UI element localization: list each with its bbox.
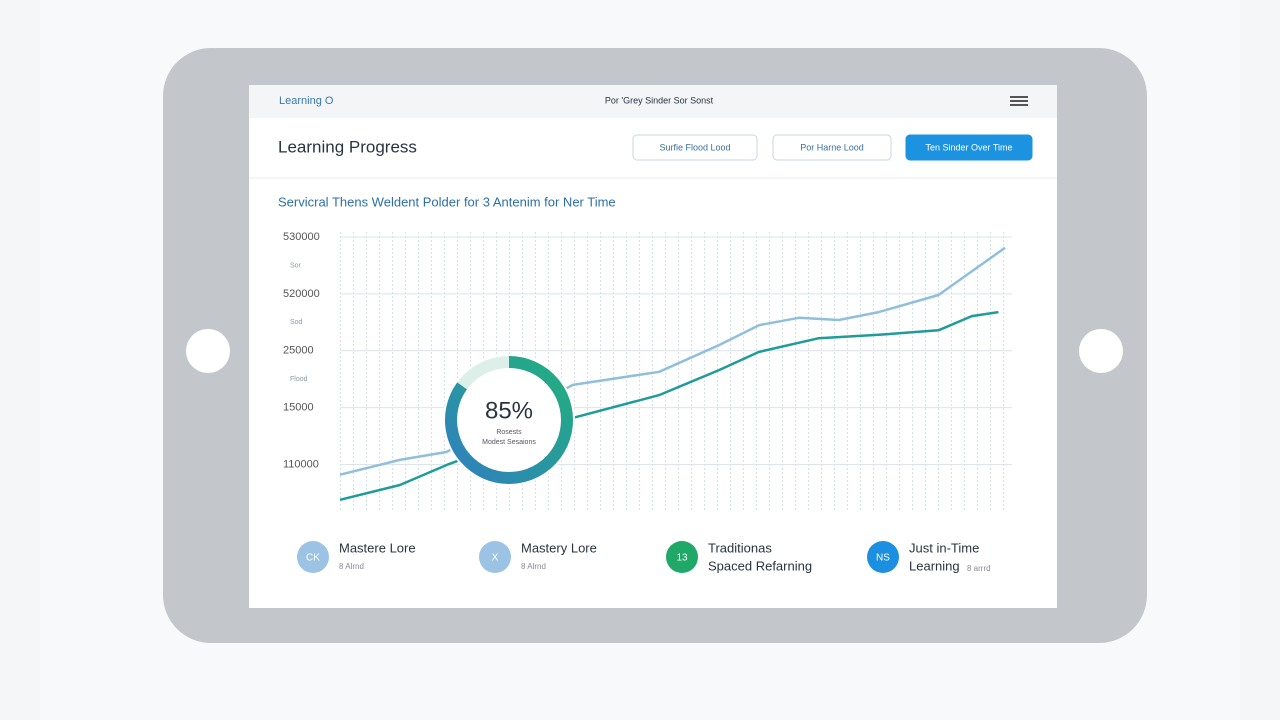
legend-icon-label: NS <box>876 553 890 564</box>
legend-icon-label: X <box>492 553 499 564</box>
legend-sub: 8 Alrnd <box>521 562 546 571</box>
tablet-button <box>1079 329 1123 373</box>
header-button-label: Ten Sinder Over Time <box>925 142 1012 152</box>
legend-title: Traditionas <box>708 540 772 555</box>
tablet-button <box>186 329 230 373</box>
brand: Learning O <box>279 95 334 107</box>
y-minor-label: Sod <box>290 319 303 326</box>
legend-sub: Spaced Refarning <box>708 558 812 573</box>
gauge-caption: Rosests <box>496 429 522 436</box>
chart-title: Servicral Thens Weldent Polder for 3 Ant… <box>278 194 616 209</box>
legend-title: Just in-Time <box>909 540 979 555</box>
header-button[interactable] <box>905 134 1033 161</box>
y-minor-label: Sor <box>290 262 302 269</box>
legend-sub: 8 Alrnd <box>339 562 364 571</box>
series-line <box>339 310 999 502</box>
legend-icon <box>867 541 899 573</box>
menu-icon[interactable] <box>1010 96 1028 106</box>
app-bar <box>249 85 1057 118</box>
legend-icon <box>479 541 511 573</box>
legend-icon <box>666 541 698 573</box>
legend-icon <box>297 541 329 573</box>
series-line <box>339 246 1006 476</box>
y-tick-label: 15000 <box>283 402 314 414</box>
header-button[interactable] <box>772 134 892 161</box>
y-tick-label: 530000 <box>283 231 320 243</box>
y-tick-label: 110000 <box>283 458 319 470</box>
y-minor-label: Flood <box>290 376 308 383</box>
gauge-caption: Modest Sesaions <box>482 439 536 446</box>
gauge-value: 85% <box>485 397 533 424</box>
header-button-label: Por Harne Lood <box>800 142 864 152</box>
legend-icon-label: CK <box>306 553 320 564</box>
gauge-arc <box>445 356 573 484</box>
gauge-bg <box>443 354 575 486</box>
app-bar-title: Por 'Grey Sinder Sor Sonst <box>605 95 714 105</box>
y-tick-label: 25000 <box>283 345 314 357</box>
header-button[interactable] <box>632 134 758 161</box>
legend-sub: Learning <box>909 558 960 573</box>
page-title: Learning Progress <box>278 137 417 156</box>
header-button-label: Surfie Flood Lood <box>659 142 730 152</box>
legend-title: Mastery Lore <box>521 540 597 555</box>
legend-note: 8 arrrd <box>967 564 991 573</box>
legend-title: Mastere Lore <box>339 540 416 555</box>
y-tick-label: 520000 <box>283 288 320 300</box>
legend-icon-label: 13 <box>676 553 688 564</box>
